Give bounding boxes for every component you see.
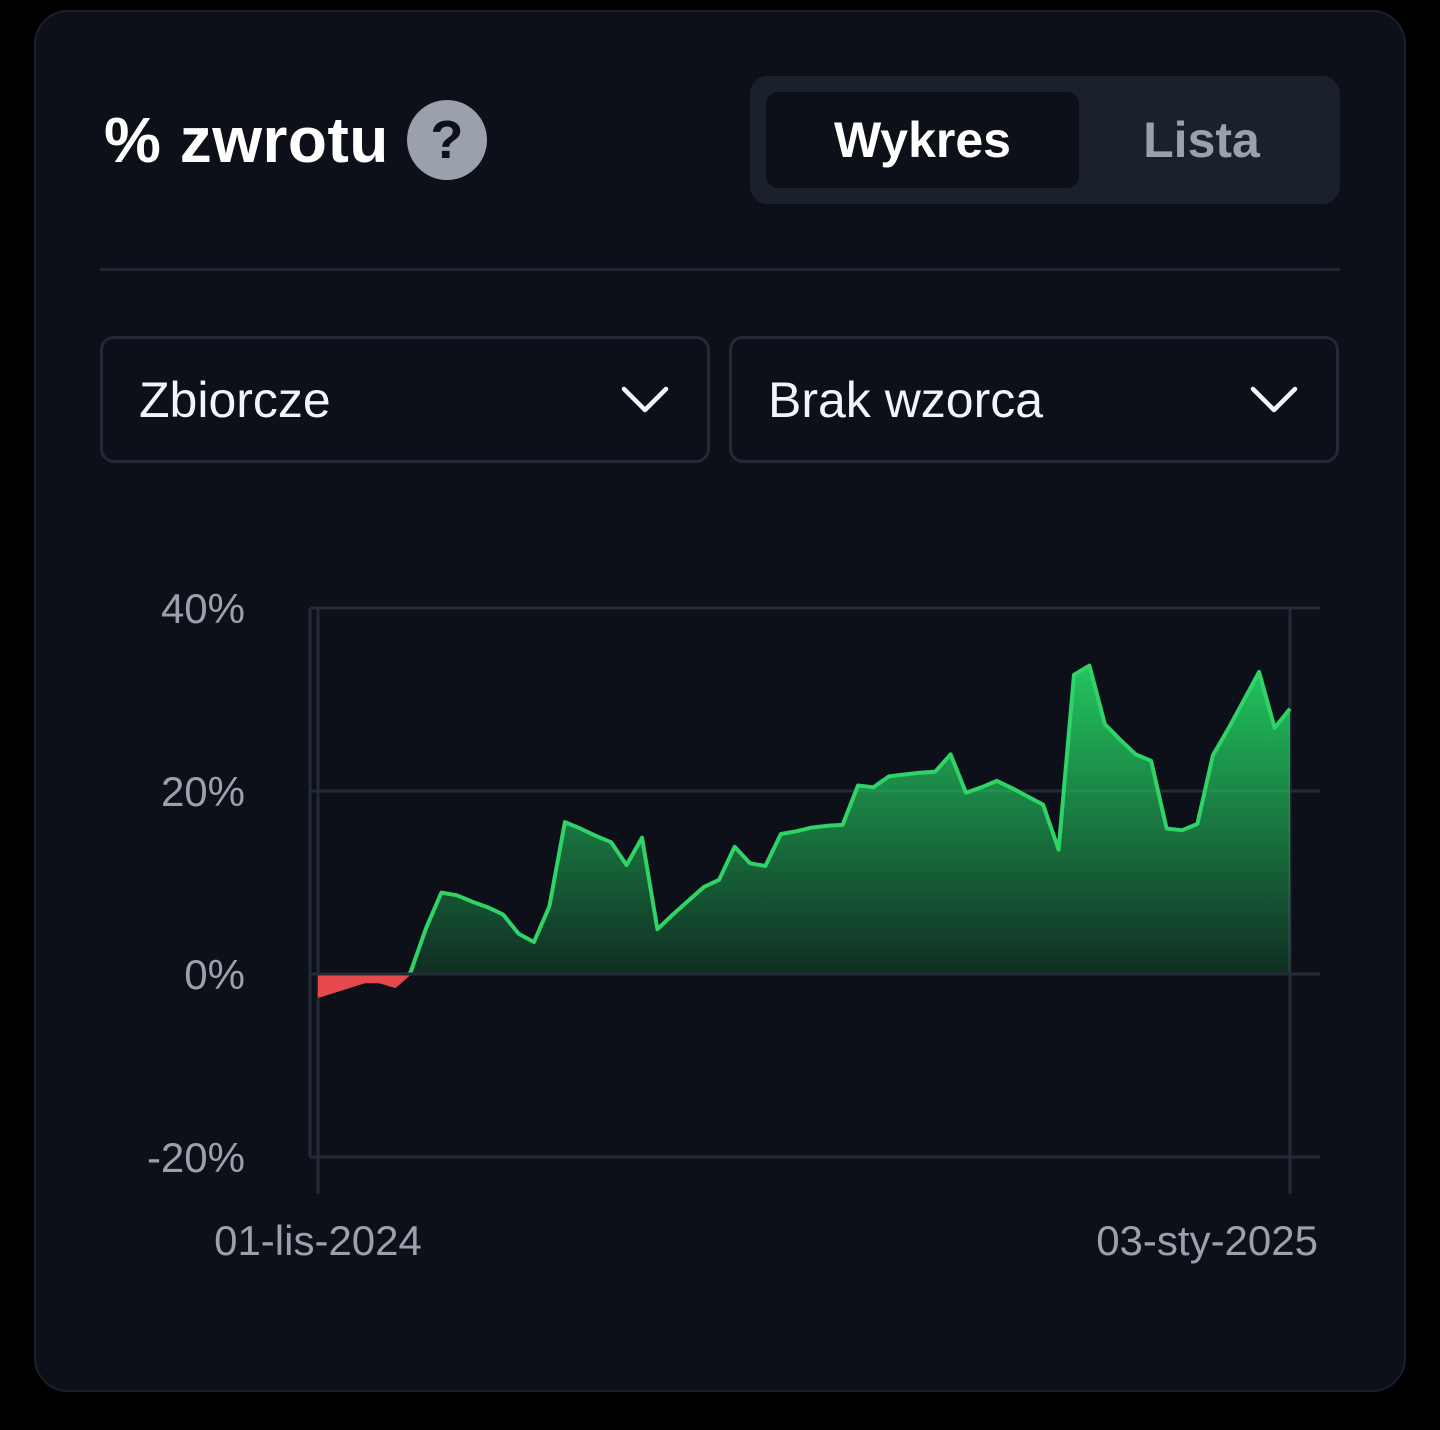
data-point	[810, 826, 814, 830]
data-point	[871, 785, 875, 789]
data-point	[1273, 726, 1277, 730]
data-point	[316, 994, 320, 998]
data-point	[717, 878, 721, 882]
data-point	[578, 827, 582, 831]
data-point	[748, 861, 752, 865]
data-point	[887, 774, 891, 778]
data-point	[1057, 848, 1061, 852]
data-point	[1118, 738, 1122, 742]
data-point	[779, 832, 783, 836]
data-point	[794, 829, 798, 833]
data-point	[1149, 759, 1153, 763]
divider	[100, 268, 1340, 271]
data-point	[501, 913, 505, 917]
tab-chart[interactable]: Wykres	[766, 92, 1079, 188]
data-point	[841, 823, 845, 827]
data-point	[1195, 822, 1199, 826]
data-point	[439, 891, 443, 895]
data-point	[1026, 795, 1030, 799]
data-point	[424, 926, 428, 930]
data-point	[856, 784, 860, 788]
data-point	[964, 791, 968, 795]
return-card	[34, 10, 1406, 1392]
chevron-down-icon	[621, 386, 669, 412]
data-point	[625, 863, 629, 867]
question-glyph: ?	[430, 110, 464, 170]
data-point	[1242, 698, 1246, 702]
data-point	[671, 913, 675, 917]
data-point	[763, 864, 767, 868]
data-point	[378, 979, 382, 983]
aggregation-select[interactable]: Zbiorcze	[100, 336, 710, 463]
data-point	[393, 984, 397, 988]
data-point	[902, 773, 906, 777]
data-point	[1041, 803, 1045, 807]
data-point	[1257, 670, 1261, 674]
benchmark-select-value: Brak wzorca	[768, 371, 1044, 428]
data-point	[1134, 752, 1138, 756]
data-point	[640, 836, 644, 840]
question-icon[interactable]: ?	[406, 100, 487, 180]
data-point	[532, 940, 536, 944]
data-point	[1087, 664, 1091, 668]
data-point	[702, 885, 706, 889]
data-point	[594, 834, 598, 838]
data-point	[547, 904, 551, 908]
data-point	[1165, 827, 1169, 831]
data-point	[362, 979, 366, 983]
y-tick-label: 20%	[161, 768, 245, 815]
x-tick-label-end: 03-sty-2025	[1096, 1217, 1318, 1264]
data-point	[470, 900, 474, 904]
x-tick-label-start: 01-lis-2024	[214, 1217, 422, 1264]
data-point	[517, 932, 521, 936]
data-point	[1180, 828, 1184, 832]
data-point	[995, 779, 999, 783]
data-point	[455, 893, 459, 897]
aggregation-select-value: Zbiorcze	[139, 371, 331, 428]
header: % zwrotu ?	[104, 100, 487, 180]
page-title: % zwrotu	[104, 104, 389, 176]
data-point	[825, 824, 829, 828]
data-point	[1288, 707, 1292, 711]
data-point	[1226, 727, 1230, 731]
benchmark-select[interactable]: Brak wzorca	[729, 336, 1339, 463]
return-line-positive	[405, 663, 1292, 974]
data-point	[409, 970, 413, 974]
data-point	[655, 927, 659, 931]
view-toggle: Wykres Lista	[750, 76, 1340, 204]
data-point	[686, 899, 690, 903]
data-point	[1103, 722, 1107, 726]
data-point	[563, 820, 567, 824]
data-point	[979, 785, 983, 789]
data-point	[933, 770, 937, 774]
y-tick-label: 0%	[184, 951, 245, 998]
data-point	[733, 845, 737, 849]
y-tick-label: -20%	[147, 1134, 245, 1181]
positive-area	[318, 665, 1290, 974]
tab-list[interactable]: Lista	[1143, 112, 1260, 168]
data-point	[1010, 786, 1014, 790]
chevron-down-icon	[1250, 386, 1298, 412]
data-point	[486, 905, 490, 909]
data-point	[949, 752, 953, 756]
data-point	[1211, 753, 1215, 757]
data-point	[918, 771, 922, 775]
data-point	[1072, 673, 1076, 677]
data-point	[609, 840, 613, 844]
y-tick-label: 40%	[161, 585, 245, 632]
